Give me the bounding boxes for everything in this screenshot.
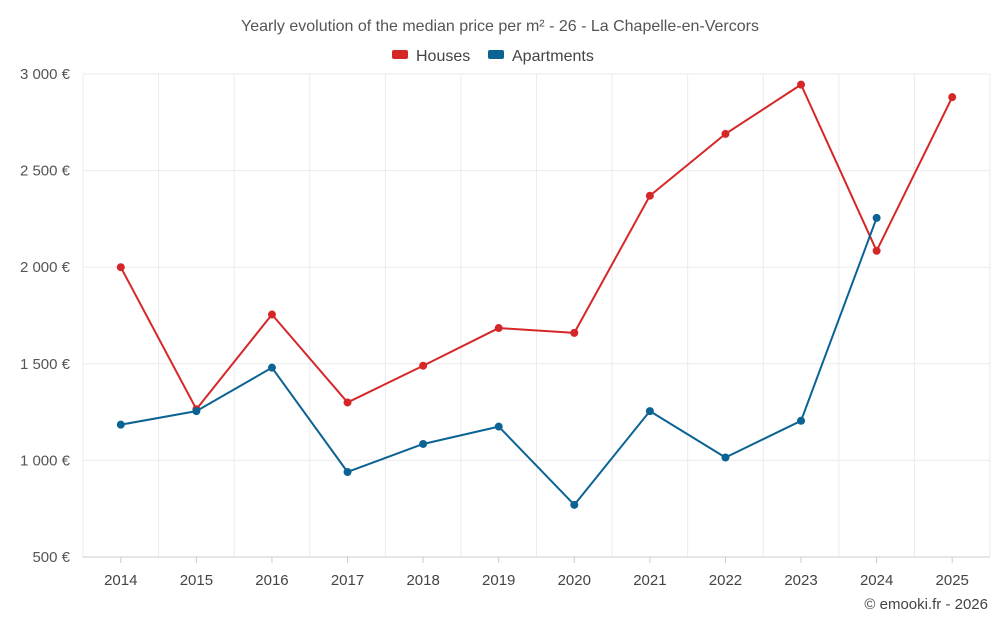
- x-tick-label: 2025: [936, 572, 969, 589]
- series-houses: [116, 80, 957, 414]
- x-tick-label: 2021: [633, 572, 666, 589]
- x-tick-label: 2018: [406, 572, 439, 589]
- x-tick-label: 2024: [860, 572, 893, 589]
- x-tick-label: 2014: [104, 572, 137, 589]
- legend-item-apartments[interactable]: Apartments: [488, 48, 594, 65]
- data-point-apartments-2022[interactable]: [721, 453, 730, 462]
- series-line-houses: [119, 83, 954, 411]
- data-point-apartments-2019[interactable]: [494, 422, 503, 431]
- data-point-apartments-2016[interactable]: [267, 363, 276, 372]
- y-axis: 500 € 1 000 € 1 500 € 2 000 € 2 500 € 3 000 €: [20, 66, 71, 566]
- data-point-houses-2018[interactable]: [419, 361, 428, 370]
- y-tick-label: 1 500 €: [20, 356, 71, 373]
- legend-label-apartments: Apartments: [512, 48, 594, 65]
- y-tick-label: 2 000 €: [20, 259, 71, 276]
- data-point-houses-2014[interactable]: [116, 263, 125, 272]
- data-point-houses-2022[interactable]: [721, 129, 730, 138]
- data-point-houses-2021[interactable]: [645, 191, 654, 200]
- chart-title: Yearly evolution of the median price per…: [241, 18, 759, 35]
- x-tick-label: 2020: [558, 572, 591, 589]
- data-point-apartments-2018[interactable]: [419, 439, 428, 448]
- series: [116, 80, 957, 509]
- x-tick-label: 2023: [784, 572, 817, 589]
- y-tick-label: 3 000 €: [20, 66, 71, 83]
- data-point-houses-2023[interactable]: [797, 80, 806, 89]
- x-tick-label: 2022: [709, 572, 742, 589]
- data-point-houses-2017[interactable]: [343, 398, 352, 407]
- x-tick-label: 2015: [180, 572, 213, 589]
- data-point-houses-2016[interactable]: [267, 310, 276, 319]
- legend: Houses Apartments: [392, 48, 594, 65]
- data-point-apartments-2015[interactable]: [192, 407, 201, 416]
- x-tick-label: 2016: [255, 572, 288, 589]
- series-apartments: [116, 213, 881, 509]
- legend-label-houses: Houses: [416, 48, 470, 65]
- y-tick-label: 500 €: [32, 549, 70, 566]
- x-tick-label: 2019: [482, 572, 515, 589]
- data-point-apartments-2017[interactable]: [343, 467, 352, 476]
- x-tick-label: 2017: [331, 572, 364, 589]
- credit-text: © emooki.fr - 2026: [864, 596, 988, 613]
- data-point-houses-2019[interactable]: [494, 324, 503, 333]
- data-point-houses-2020[interactable]: [570, 328, 579, 337]
- grid: [82, 73, 991, 558]
- data-point-houses-2025[interactable]: [948, 93, 957, 102]
- data-point-apartments-2020[interactable]: [570, 500, 579, 509]
- data-point-houses-2024[interactable]: [872, 246, 881, 255]
- data-point-apartments-2023[interactable]: [797, 416, 806, 425]
- y-tick-label: 1 000 €: [20, 452, 71, 469]
- legend-swatch-apartments: [488, 50, 504, 59]
- y-tick-label: 2 500 €: [20, 163, 71, 180]
- x-axis: 2014 2015 2016 2017 2018 2019 2020 2021 2022 2023…: [83, 556, 990, 589]
- data-point-apartments-2014[interactable]: [116, 420, 125, 429]
- data-point-apartments-2024[interactable]: [872, 213, 881, 222]
- data-point-apartments-2021[interactable]: [645, 407, 654, 416]
- legend-item-houses[interactable]: Houses: [392, 48, 470, 65]
- legend-swatch-houses: [392, 50, 408, 59]
